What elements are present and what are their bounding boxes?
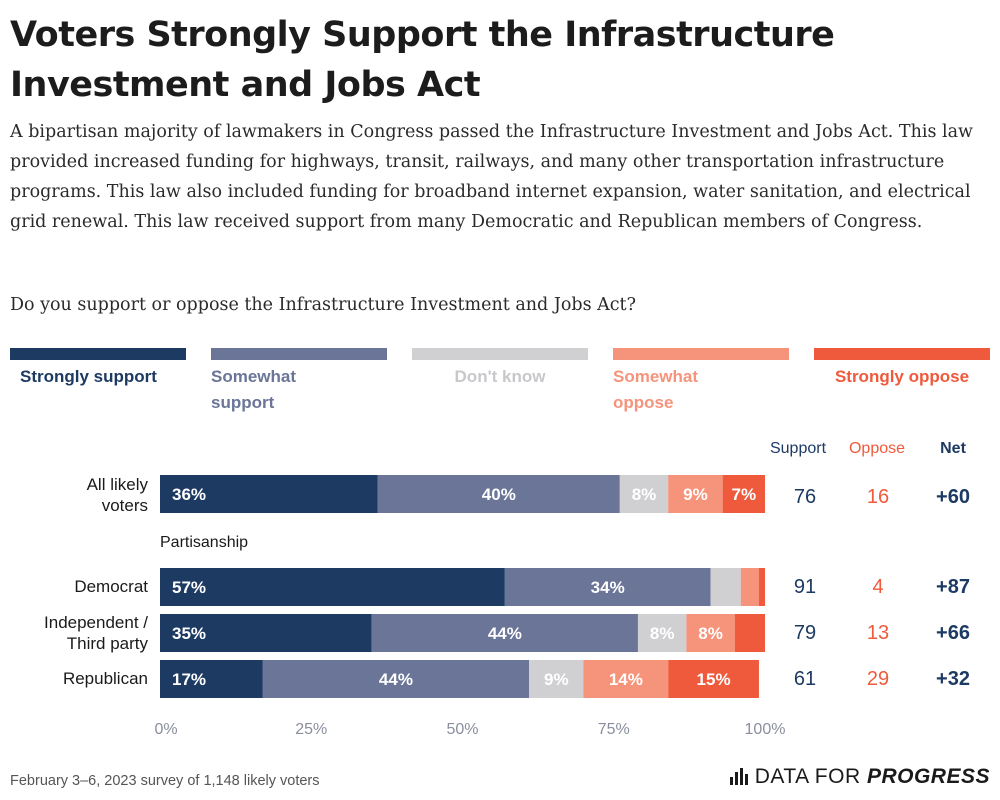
net-value: +32 xyxy=(936,668,970,690)
title-line-1: Voters Strongly Support the Infrastructu… xyxy=(10,15,835,55)
x-tick-label: 0% xyxy=(154,721,177,738)
bar-chart-logo-icon xyxy=(729,768,748,785)
support-value: 91 xyxy=(793,576,817,598)
bar-segment-don-t-know xyxy=(710,568,741,606)
oppose-value: 13 xyxy=(866,622,890,644)
row-label-republican: Republican xyxy=(5,668,148,689)
legend-label: Somewhat support xyxy=(211,367,297,412)
legend-strongly-oppose: Strongly oppose xyxy=(814,348,990,418)
net-value: +87 xyxy=(936,576,970,598)
legend-swatch xyxy=(10,348,186,360)
legend-strongly-support: Strongly support xyxy=(10,348,186,418)
bar-data-label: 44% xyxy=(488,624,522,643)
row-label-line: Republican xyxy=(62,669,148,688)
row-label-democrat: Democrat xyxy=(5,576,148,597)
header-net: Net xyxy=(940,440,966,457)
row-label-line: Democrat xyxy=(74,577,148,596)
bar-data-label: 17% xyxy=(172,670,206,689)
bar-data-label: 34% xyxy=(591,578,625,597)
oppose-value: 16 xyxy=(866,486,890,508)
bar-data-label: 9% xyxy=(683,485,708,504)
legend-dont-know: Don't know xyxy=(412,348,588,418)
bar-segment-somewhat-oppose xyxy=(740,568,759,606)
survey-question: Do you support or oppose the Infrastruct… xyxy=(10,295,636,315)
legend-swatch xyxy=(412,348,588,360)
bar-segment-somewhat-support xyxy=(371,614,638,652)
bar-segment-somewhat-support xyxy=(377,475,620,513)
row-label-line: Third party xyxy=(66,634,148,653)
description: A bipartisan majority of lawmakers in Co… xyxy=(10,122,974,232)
row-label-all-likely-voters: All likely voters xyxy=(5,474,148,516)
bar-segment-strongly-oppose xyxy=(758,568,765,606)
bar-data-label: 36% xyxy=(172,485,206,504)
brand-logo: DATA FOR PROGRESS xyxy=(729,765,990,789)
legend-label: Somewhat oppose xyxy=(613,367,699,412)
net-value: +66 xyxy=(936,622,970,644)
brand-regular: DATA FOR xyxy=(754,765,867,788)
header-support: Support xyxy=(769,440,827,457)
oppose-value: 29 xyxy=(866,668,890,690)
row-label-line: All likely xyxy=(86,475,148,494)
bar-data-label: 8% xyxy=(650,624,675,643)
legend-swatch xyxy=(613,348,789,360)
bar-data-label: 44% xyxy=(379,670,413,689)
legend-swatch xyxy=(211,348,387,360)
bar-data-label: 7% xyxy=(732,485,757,504)
survey-source: February 3–6, 2023 survey of 1,148 likel… xyxy=(10,773,320,789)
support-value: 61 xyxy=(793,668,817,690)
bar-segment-strongly-oppose xyxy=(668,660,759,698)
bar-data-label: 15% xyxy=(697,670,731,689)
bar-segment-strongly-support xyxy=(160,568,505,606)
x-tick-label: 25% xyxy=(295,721,327,738)
bar-segment-somewhat-support xyxy=(262,660,530,698)
legend-swatch xyxy=(814,348,990,360)
bar-segment-strongly-support xyxy=(160,475,378,513)
row-label-line: Independent / xyxy=(44,613,148,632)
brand-bold: PROGRESS xyxy=(866,765,990,788)
bar-data-label: 8% xyxy=(632,485,657,504)
bar-data-label: 35% xyxy=(172,624,206,643)
title-line-2: Investment and Jobs Act xyxy=(10,65,481,105)
bar-segment-somewhat-oppose xyxy=(668,475,723,513)
support-value: 79 xyxy=(793,622,817,644)
row-label-independent: Independent / Third party xyxy=(5,612,148,654)
bar-segment-strongly-oppose xyxy=(722,475,765,513)
bar-data-label: 40% xyxy=(482,485,516,504)
bar-data-label: 8% xyxy=(698,624,723,643)
support-value: 76 xyxy=(793,486,817,508)
x-tick-label: 75% xyxy=(598,721,630,738)
legend-label: Strongly support xyxy=(20,367,157,386)
bar-segment-somewhat-oppose xyxy=(583,660,669,698)
bar-data-label: 14% xyxy=(609,670,643,689)
bar-segment-don-t-know xyxy=(637,614,687,652)
legend-label: Strongly oppose xyxy=(834,367,970,386)
bar-segment-somewhat-support xyxy=(504,568,711,606)
bar-data-label: 57% xyxy=(172,578,206,597)
row-label-line: voters xyxy=(101,496,148,515)
x-tick-label: 100% xyxy=(745,721,786,738)
chart-title: Voters Strongly Support the Infrastructu… xyxy=(10,10,970,110)
legend-somewhat-oppose: Somewhat oppose xyxy=(613,348,789,418)
x-tick-label: 50% xyxy=(446,721,478,738)
section-label-partisanship: Partisanship xyxy=(160,534,249,551)
legend-label: Don't know xyxy=(454,367,546,386)
legend-somewhat-support: Somewhat support xyxy=(211,348,387,418)
bar-segment-somewhat-oppose xyxy=(686,614,735,652)
bar-segment-don-t-know xyxy=(619,475,669,513)
oppose-value: 4 xyxy=(872,576,884,598)
net-value: +60 xyxy=(936,486,970,508)
bar-data-label: 9% xyxy=(544,670,569,689)
bar-segment-strongly-support xyxy=(160,614,372,652)
bar-segment-strongly-support xyxy=(160,660,263,698)
header-oppose: Oppose xyxy=(848,440,906,457)
bar-segment-don-t-know xyxy=(529,660,584,698)
bar-segment-strongly-oppose xyxy=(734,614,765,652)
